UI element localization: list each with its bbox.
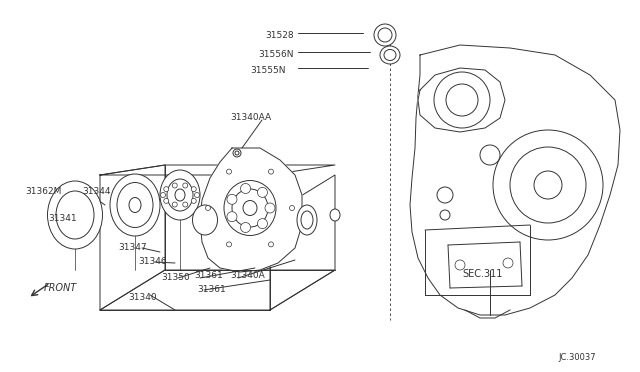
Circle shape bbox=[241, 222, 250, 232]
Ellipse shape bbox=[374, 24, 396, 46]
Text: 31346: 31346 bbox=[138, 257, 166, 266]
Text: 31556N: 31556N bbox=[258, 49, 294, 58]
Text: FRONT: FRONT bbox=[44, 283, 77, 293]
Text: JC.30037: JC.30037 bbox=[558, 353, 596, 362]
Text: 31340AA: 31340AA bbox=[230, 112, 271, 122]
Ellipse shape bbox=[193, 205, 218, 235]
Ellipse shape bbox=[380, 46, 400, 64]
Circle shape bbox=[437, 187, 453, 203]
Polygon shape bbox=[418, 68, 505, 132]
Circle shape bbox=[446, 84, 478, 116]
Circle shape bbox=[191, 187, 196, 192]
Ellipse shape bbox=[235, 151, 239, 155]
Ellipse shape bbox=[232, 189, 268, 227]
Circle shape bbox=[503, 258, 513, 268]
Circle shape bbox=[172, 183, 177, 188]
Circle shape bbox=[161, 192, 166, 198]
Circle shape bbox=[227, 242, 232, 247]
Ellipse shape bbox=[129, 198, 141, 212]
Ellipse shape bbox=[110, 174, 160, 236]
Ellipse shape bbox=[160, 170, 200, 220]
Circle shape bbox=[164, 187, 169, 192]
Circle shape bbox=[534, 171, 562, 199]
Circle shape bbox=[440, 210, 450, 220]
Ellipse shape bbox=[301, 211, 313, 229]
Text: 31555N: 31555N bbox=[250, 65, 285, 74]
Circle shape bbox=[164, 198, 169, 203]
Text: 31340A: 31340A bbox=[230, 270, 265, 279]
Ellipse shape bbox=[175, 189, 185, 201]
Circle shape bbox=[289, 205, 294, 211]
Circle shape bbox=[227, 212, 237, 222]
Ellipse shape bbox=[233, 149, 241, 157]
Text: SEC.311: SEC.311 bbox=[462, 269, 502, 279]
Ellipse shape bbox=[384, 49, 396, 61]
Text: 31350: 31350 bbox=[161, 273, 189, 282]
Circle shape bbox=[183, 202, 188, 207]
Text: 31344: 31344 bbox=[82, 186, 111, 196]
Circle shape bbox=[191, 198, 196, 203]
Text: 31361: 31361 bbox=[197, 285, 226, 295]
Ellipse shape bbox=[117, 183, 153, 228]
Circle shape bbox=[455, 260, 465, 270]
Circle shape bbox=[227, 194, 237, 204]
Polygon shape bbox=[410, 45, 620, 315]
Circle shape bbox=[183, 183, 188, 188]
Text: 31362M: 31362M bbox=[25, 186, 61, 196]
Circle shape bbox=[257, 187, 268, 198]
Ellipse shape bbox=[378, 28, 392, 42]
Polygon shape bbox=[200, 148, 302, 272]
Ellipse shape bbox=[224, 180, 276, 235]
Circle shape bbox=[227, 169, 232, 174]
Circle shape bbox=[205, 205, 211, 211]
Circle shape bbox=[434, 72, 490, 128]
Ellipse shape bbox=[297, 205, 317, 235]
Ellipse shape bbox=[47, 181, 102, 249]
Circle shape bbox=[269, 169, 273, 174]
Circle shape bbox=[269, 242, 273, 247]
Circle shape bbox=[493, 130, 603, 240]
Text: 31347: 31347 bbox=[118, 244, 147, 253]
Text: 31528: 31528 bbox=[265, 31, 294, 39]
Circle shape bbox=[172, 202, 177, 207]
Text: 31340: 31340 bbox=[128, 294, 157, 302]
Circle shape bbox=[257, 219, 268, 229]
Circle shape bbox=[195, 192, 200, 198]
Text: 31361: 31361 bbox=[194, 270, 223, 279]
Ellipse shape bbox=[167, 179, 193, 211]
Circle shape bbox=[265, 203, 275, 213]
Circle shape bbox=[510, 147, 586, 223]
Circle shape bbox=[480, 145, 500, 165]
Ellipse shape bbox=[243, 201, 257, 215]
Ellipse shape bbox=[330, 209, 340, 221]
Ellipse shape bbox=[56, 191, 94, 239]
Circle shape bbox=[241, 183, 250, 193]
Text: 31341: 31341 bbox=[48, 214, 77, 222]
